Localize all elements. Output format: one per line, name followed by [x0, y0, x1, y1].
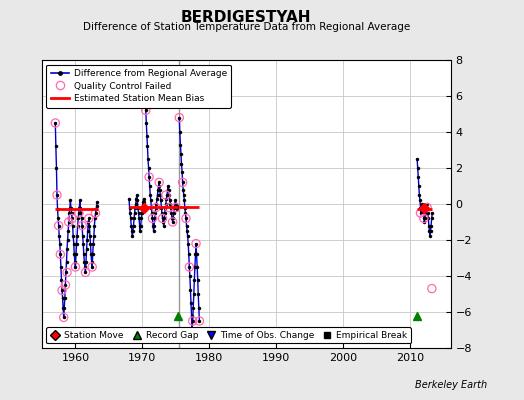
- Text: Difference of Station Temperature Data from Regional Average: Difference of Station Temperature Data f…: [83, 22, 410, 32]
- Point: [165, 204, 173, 211]
- Point: [68, 215, 77, 222]
- Point: [423, 204, 431, 211]
- Point: [168, 219, 177, 225]
- Point: [172, 204, 180, 211]
- Point: [85, 215, 93, 222]
- Point: [179, 179, 187, 186]
- Point: [71, 264, 80, 270]
- Point: [148, 215, 157, 222]
- Point: [60, 314, 68, 321]
- Point: [175, 114, 183, 121]
- Point: [141, 107, 150, 114]
- Point: [428, 286, 436, 292]
- Point: [61, 282, 70, 288]
- Point: [182, 215, 190, 222]
- Point: [195, 318, 203, 324]
- Point: [145, 174, 154, 180]
- Point: [53, 192, 61, 198]
- Text: BERDIGESTYAH: BERDIGESTYAH: [181, 10, 312, 25]
- Point: [192, 240, 200, 247]
- Point: [81, 269, 90, 276]
- Point: [54, 222, 63, 229]
- Point: [158, 215, 167, 222]
- Point: [64, 219, 73, 225]
- Point: [58, 287, 66, 294]
- Point: [151, 204, 160, 211]
- Point: [155, 179, 163, 186]
- Text: Berkeley Earth: Berkeley Earth: [415, 380, 487, 390]
- Point: [91, 210, 100, 216]
- Point: [56, 251, 64, 258]
- Legend: Station Move, Record Gap, Time of Obs. Change, Empirical Break: Station Move, Record Gap, Time of Obs. C…: [47, 327, 411, 344]
- Point: [51, 120, 60, 126]
- Point: [74, 210, 83, 216]
- Point: [78, 222, 86, 229]
- Point: [63, 269, 71, 276]
- Point: [420, 215, 428, 222]
- Point: [88, 264, 96, 270]
- Point: [416, 210, 424, 216]
- Point: [162, 192, 170, 198]
- Point: [189, 318, 197, 324]
- Point: [185, 264, 193, 270]
